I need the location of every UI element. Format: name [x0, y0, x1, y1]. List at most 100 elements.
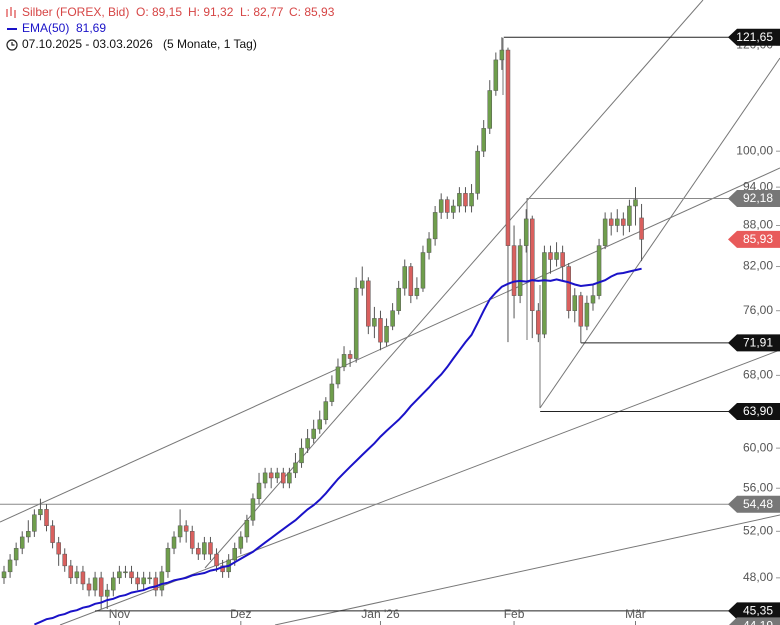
candle-body — [505, 49, 511, 246]
instrument-icon — [6, 7, 16, 18]
candle-body — [281, 472, 286, 484]
candle-body — [530, 218, 535, 311]
candle-body — [104, 589, 110, 597]
candle-body — [639, 217, 644, 240]
ema — [34, 267, 642, 625]
header: Silber (FOREX, Bid) O: 89,15 H: 91,32 L:… — [6, 5, 335, 51]
candle-body — [615, 218, 620, 226]
candle-body — [305, 438, 310, 449]
ema-line — [34, 267, 642, 625]
candle-body — [293, 462, 298, 474]
candle-body — [572, 295, 578, 311]
candle-body — [432, 212, 438, 240]
candle-body — [366, 280, 371, 327]
trend-line — [204, 0, 704, 569]
candle-body — [208, 542, 213, 555]
candle-body — [268, 472, 274, 479]
candle-body — [378, 318, 383, 343]
candle-body — [475, 150, 480, 194]
candle-body — [596, 245, 602, 296]
candle-body — [68, 565, 74, 579]
candle-body — [627, 205, 632, 226]
candle-body — [542, 252, 547, 335]
candle-body — [238, 536, 244, 549]
candle-body — [347, 354, 353, 359]
price-tag-label: 92,18 — [743, 191, 773, 205]
y-tick-label: 82,00 — [743, 259, 773, 273]
price-tag — [728, 495, 780, 513]
candle-body — [44, 509, 49, 527]
candle-body — [13, 548, 19, 561]
candle-body — [469, 193, 474, 207]
candle-body — [311, 428, 316, 439]
clock-icon — [6, 39, 18, 51]
candle-body — [135, 577, 140, 585]
trend-line — [539, 57, 780, 409]
candle-body — [329, 383, 335, 402]
candle-body — [408, 266, 414, 296]
candle-body — [353, 287, 359, 359]
candle-body — [7, 559, 13, 573]
candle-body — [177, 525, 183, 538]
candle-body — [244, 519, 250, 538]
candle-body — [317, 419, 322, 430]
candle-body — [523, 218, 529, 246]
ohlc-label: C: 85,93 — [289, 5, 335, 19]
candle-body — [262, 472, 268, 484]
candle-body — [517, 245, 523, 296]
price-tag-label: 54,48 — [743, 497, 773, 511]
price-tag — [728, 617, 780, 625]
candle-body — [165, 548, 171, 573]
candle-body — [438, 199, 444, 213]
ohlc-label: L: 82,77 — [240, 5, 284, 19]
price-tag — [728, 28, 780, 46]
x-tick-label: Nov — [109, 607, 130, 621]
indicator-value: 81,69 — [76, 21, 106, 35]
trend-line — [59, 349, 780, 625]
price-tags: 121,65 92,18 85,93 71,91 63,90 54,48 45,3544,1… — [728, 28, 780, 625]
candle-body — [117, 571, 122, 579]
candle-body — [111, 577, 116, 591]
candle-body — [481, 128, 486, 152]
candle-body — [141, 577, 146, 585]
candle-body — [584, 302, 590, 327]
candle-body — [171, 536, 177, 549]
x-tick-label: Dez — [230, 607, 251, 621]
candle-body — [256, 482, 262, 499]
candle-body — [274, 472, 280, 479]
candle-body — [451, 205, 456, 213]
candle-body — [86, 583, 92, 591]
date-range: 07.10.2025 - 03.03.2026 — [22, 37, 153, 51]
candle-body — [80, 571, 86, 585]
candle-body — [566, 266, 571, 311]
candle-body — [147, 577, 152, 580]
candle-body — [463, 193, 468, 207]
candle-body — [62, 553, 67, 567]
candle-body — [56, 542, 61, 555]
candle-body — [287, 472, 292, 484]
x-tick-label: Mär — [625, 607, 646, 621]
candle-body — [511, 245, 517, 296]
candle-body — [1, 571, 7, 579]
candle-body — [390, 310, 395, 327]
candle-body — [26, 531, 31, 538]
candle-body — [578, 295, 584, 327]
candle-body — [183, 525, 189, 532]
candle-body — [493, 59, 499, 91]
candle-body — [633, 199, 638, 207]
candle-body — [153, 577, 159, 591]
candle-body — [50, 525, 55, 543]
y-tick-label: 76,00 — [743, 303, 773, 317]
candle-body — [420, 252, 426, 289]
price-tag-label: 45,35 — [743, 604, 773, 618]
candle-body — [202, 542, 207, 555]
price-tag — [728, 403, 780, 421]
y-tick-label: 52,00 — [743, 523, 773, 537]
candle-body — [554, 252, 559, 260]
instrument: Silber (FOREX, Bid) — [22, 5, 129, 19]
price-tag — [728, 602, 780, 620]
candle-body — [548, 252, 553, 260]
legend-entry: EMA(50) — [22, 21, 69, 35]
